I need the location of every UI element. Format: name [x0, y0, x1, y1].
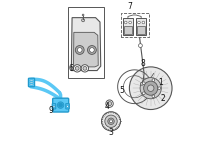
- Circle shape: [129, 67, 172, 110]
- Circle shape: [138, 21, 140, 24]
- Bar: [124, 26, 132, 34]
- Circle shape: [142, 82, 145, 85]
- Circle shape: [158, 87, 161, 90]
- Circle shape: [144, 81, 158, 95]
- Circle shape: [101, 112, 121, 131]
- Polygon shape: [74, 32, 98, 67]
- Circle shape: [81, 65, 89, 72]
- Circle shape: [152, 79, 155, 81]
- Text: 7: 7: [127, 2, 132, 11]
- Bar: [30, 84, 33, 85]
- FancyBboxPatch shape: [53, 98, 69, 112]
- Text: 8: 8: [140, 59, 145, 69]
- Circle shape: [140, 78, 161, 99]
- Circle shape: [152, 95, 155, 98]
- Bar: [136, 18, 146, 35]
- Text: 4: 4: [104, 102, 109, 111]
- Circle shape: [106, 100, 113, 107]
- Circle shape: [147, 85, 154, 91]
- Circle shape: [83, 66, 87, 70]
- Circle shape: [82, 19, 85, 22]
- Bar: [123, 18, 133, 35]
- Bar: [137, 26, 145, 34]
- Bar: [68, 7, 104, 78]
- Circle shape: [108, 118, 114, 125]
- Polygon shape: [71, 18, 101, 71]
- Text: 9: 9: [48, 106, 53, 116]
- Circle shape: [107, 102, 112, 106]
- Circle shape: [82, 14, 84, 16]
- Circle shape: [140, 82, 143, 85]
- Circle shape: [142, 92, 145, 95]
- Circle shape: [90, 48, 94, 52]
- FancyBboxPatch shape: [28, 78, 35, 87]
- FancyBboxPatch shape: [52, 104, 56, 109]
- Circle shape: [88, 46, 96, 54]
- Circle shape: [139, 44, 142, 47]
- Circle shape: [66, 105, 69, 107]
- Bar: [30, 82, 33, 83]
- FancyBboxPatch shape: [66, 104, 69, 109]
- Circle shape: [110, 120, 112, 123]
- Circle shape: [129, 21, 131, 24]
- Circle shape: [53, 105, 55, 107]
- Text: 6: 6: [69, 64, 74, 73]
- Circle shape: [75, 66, 79, 70]
- Bar: [30, 80, 33, 81]
- Circle shape: [105, 115, 117, 127]
- Circle shape: [74, 65, 81, 72]
- Circle shape: [77, 48, 82, 52]
- Text: 3: 3: [109, 128, 113, 137]
- Text: 5: 5: [119, 86, 124, 95]
- Circle shape: [124, 21, 127, 24]
- Circle shape: [59, 103, 62, 107]
- Circle shape: [75, 46, 84, 54]
- Circle shape: [142, 21, 145, 24]
- Text: 2: 2: [160, 94, 165, 103]
- Text: 1: 1: [159, 78, 163, 87]
- Circle shape: [57, 102, 64, 108]
